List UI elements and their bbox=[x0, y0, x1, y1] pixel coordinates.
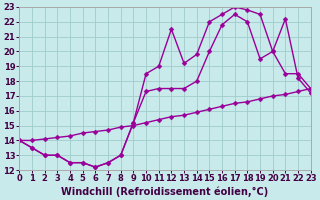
X-axis label: Windchill (Refroidissement éolien,°C): Windchill (Refroidissement éolien,°C) bbox=[61, 186, 269, 197]
